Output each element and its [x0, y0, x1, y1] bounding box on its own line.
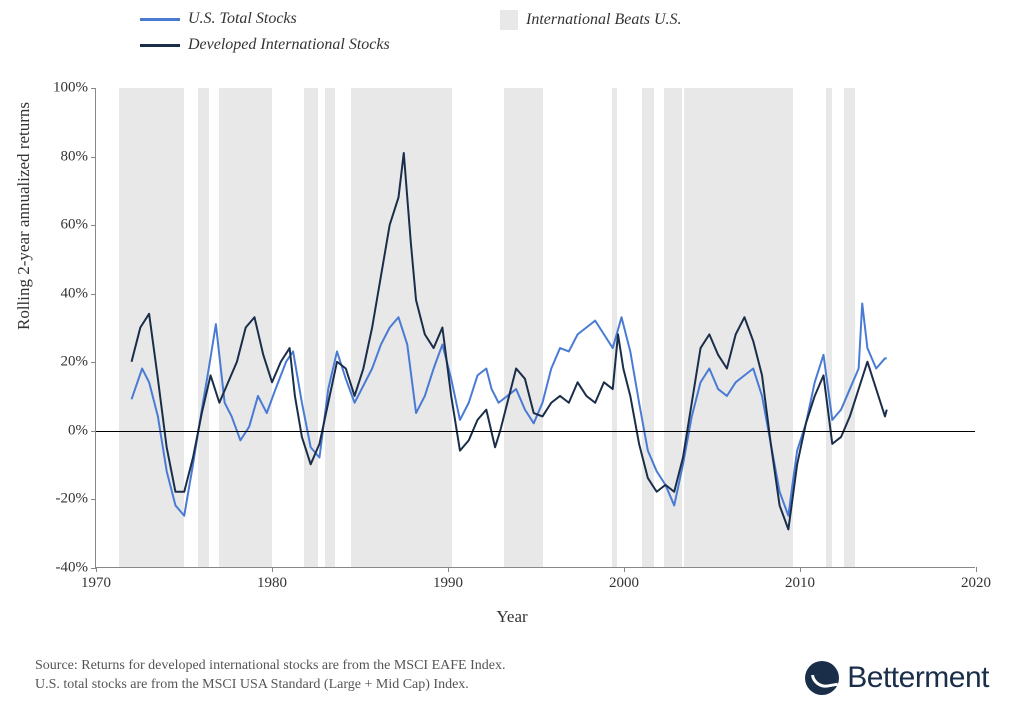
- x-tick-mark: [272, 567, 273, 572]
- legend-label-intl: Developed International Stocks: [188, 36, 390, 54]
- source-note: Source: Returns for developed internatio…: [35, 656, 505, 695]
- brand-logo: Betterment: [805, 661, 989, 695]
- y-tick-mark: [91, 88, 96, 89]
- legend-swatch-intl: [140, 44, 180, 47]
- y-tick-mark: [91, 294, 96, 295]
- x-tick-mark: [96, 567, 97, 572]
- y-tick-label: -20%: [56, 491, 97, 508]
- legend-item-intl: Developed International Stocks: [140, 36, 390, 54]
- source-line-1: Source: Returns for developed internatio…: [35, 656, 505, 676]
- x-tick-mark: [448, 567, 449, 572]
- y-tick-mark: [91, 499, 96, 500]
- zero-line: [96, 431, 975, 432]
- source-line-2: U.S. total stocks are from the MSCI USA …: [35, 675, 505, 695]
- y-tick-mark: [91, 362, 96, 363]
- y-tick-mark: [91, 431, 96, 432]
- legend: U.S. Total Stocks International Beats U.…: [140, 10, 984, 70]
- legend-swatch-us: [140, 18, 180, 21]
- y-tick-mark: [91, 157, 96, 158]
- x-axis-label: Year: [496, 607, 527, 627]
- legend-item-shade: International Beats U.S.: [500, 10, 682, 30]
- plot-area: -40%-20%0%20%40%60%80%100%19701980199020…: [95, 88, 975, 568]
- brand-name: Betterment: [847, 661, 989, 695]
- legend-label-us: U.S. Total Stocks: [188, 10, 297, 28]
- legend-label-shade: International Beats U.S.: [526, 11, 682, 29]
- series-line: [132, 153, 887, 529]
- y-tick-label: 100%: [53, 80, 96, 97]
- y-tick-mark: [91, 225, 96, 226]
- betterment-icon: [805, 661, 839, 695]
- legend-item-us: U.S. Total Stocks: [140, 10, 297, 28]
- chart-container: U.S. Total Stocks International Beats U.…: [0, 0, 1024, 725]
- x-tick-mark: [800, 567, 801, 572]
- x-tick-mark: [624, 567, 625, 572]
- x-tick-mark: [976, 567, 977, 572]
- legend-swatch-shade: [500, 10, 518, 30]
- y-axis-label: Rolling 2-year annualized returns: [14, 102, 34, 330]
- line-series-svg: [96, 88, 975, 567]
- series-line: [132, 304, 887, 516]
